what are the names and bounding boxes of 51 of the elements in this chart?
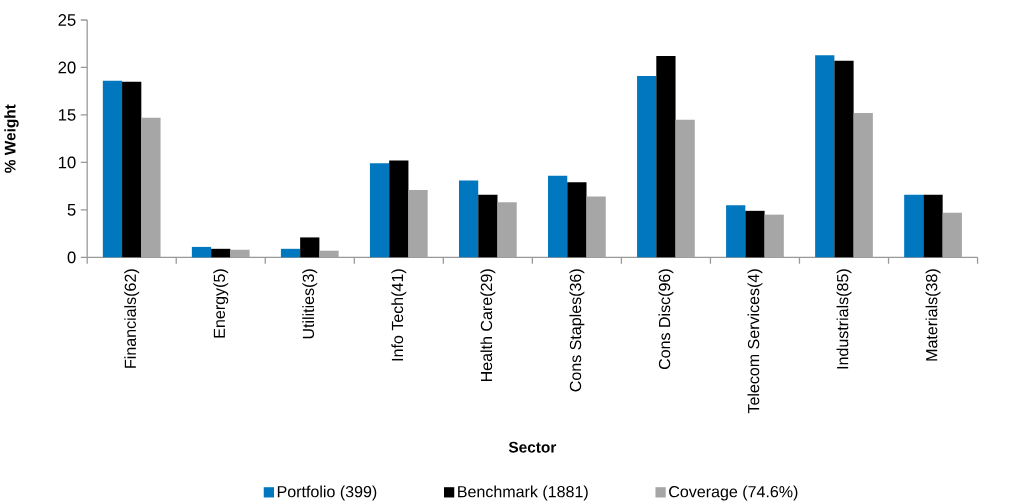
y-axis-title: % Weight xyxy=(4,104,19,173)
bar xyxy=(745,210,765,258)
bar xyxy=(478,194,498,258)
bar xyxy=(319,250,339,258)
bar xyxy=(141,117,161,258)
x-tick-label: Telecom Services(4) xyxy=(747,269,763,414)
bar xyxy=(497,202,517,258)
x-tick-label: Cons Disc(96) xyxy=(658,269,674,369)
bar xyxy=(567,182,587,258)
x-tick-label: Industrials(85) xyxy=(836,269,852,369)
y-tick-label: 15 xyxy=(58,109,76,121)
bar xyxy=(230,249,250,258)
x-tick-label: Health Care(29) xyxy=(480,269,496,381)
bar xyxy=(904,194,924,258)
y-tick-label: 20 xyxy=(58,61,76,74)
bar xyxy=(764,214,784,258)
bar xyxy=(726,205,746,258)
y-tick-label: 0 xyxy=(67,251,76,264)
bar xyxy=(102,80,123,258)
bar xyxy=(815,55,835,258)
bar xyxy=(656,55,676,258)
bar xyxy=(923,194,943,258)
bar xyxy=(369,163,390,258)
bar xyxy=(458,180,479,258)
x-tick-label: Cons Staples(36) xyxy=(569,269,585,392)
x-tick-label: Financials(62) xyxy=(124,269,140,368)
bar xyxy=(211,248,231,258)
x-tick-label: Info Tech(41) xyxy=(391,269,407,361)
y-tick-label: 10 xyxy=(58,156,76,169)
bar xyxy=(586,196,606,258)
legend-label: Coverage (74.6%) xyxy=(669,485,798,501)
bar xyxy=(191,246,212,258)
x-tick-label: Utilities(3) xyxy=(302,269,318,339)
bar xyxy=(280,248,301,258)
bar xyxy=(548,175,568,258)
bar xyxy=(408,189,428,258)
y-tick-label: 5 xyxy=(67,203,76,216)
y-tick-label: 25 xyxy=(58,14,76,26)
bar xyxy=(675,119,695,258)
bar xyxy=(637,75,657,258)
x-tick-label: Energy(5) xyxy=(213,269,229,338)
legend-label: Benchmark (1881) xyxy=(458,485,588,501)
bar xyxy=(942,212,962,258)
bar xyxy=(389,160,409,258)
bar xyxy=(834,60,854,258)
bar xyxy=(122,81,142,258)
bar xyxy=(300,237,320,258)
bar xyxy=(853,112,873,258)
legend-label: Portfolio (399) xyxy=(277,485,377,501)
x-axis-title: Sector xyxy=(508,441,557,453)
x-tick-label: Materials(38) xyxy=(925,269,941,361)
